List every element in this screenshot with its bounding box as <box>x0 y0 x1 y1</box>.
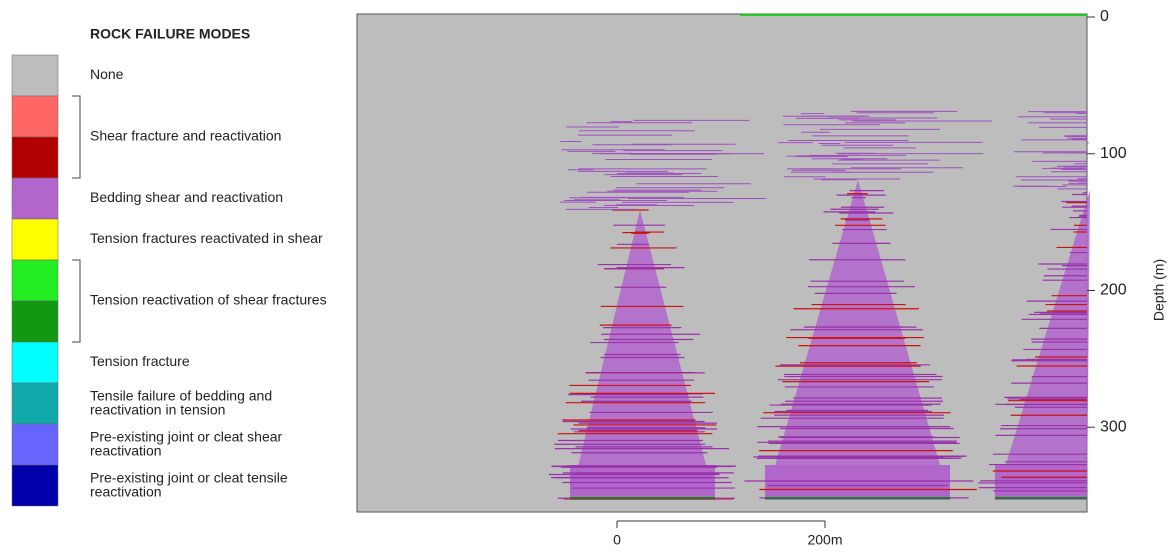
failure-zone <box>995 190 1090 500</box>
scale-label: 0 <box>613 532 621 548</box>
legend-swatch <box>11 136 59 179</box>
y-tick-label: 200 <box>1100 282 1127 299</box>
legend-label: Pre-existing joint or cleat tensile react… <box>90 469 288 499</box>
y-tick-label: 100 <box>1100 145 1127 162</box>
y-tick-label: 0 <box>1100 8 1109 25</box>
legend: None Shear fracture and reactivation Beddi… <box>11 54 327 507</box>
legend-title: ROCK FAILURE MODES <box>90 26 250 42</box>
raster-background <box>356 13 1088 513</box>
legend-bracket <box>72 95 81 179</box>
legend-label: Shear fracture and reactivation <box>90 128 281 144</box>
legend-swatch <box>11 423 59 466</box>
legend-swatch <box>11 464 59 507</box>
legend-swatch <box>11 300 59 343</box>
y-tick-label: 300 <box>1100 418 1127 435</box>
legend-label: Tension fracture <box>90 353 190 369</box>
raster <box>548 14 1090 500</box>
legend-label: Pre-existing joint or cleat shear reactiv… <box>90 428 283 458</box>
depth-axis: 0 100 200 300 <box>1087 8 1127 435</box>
legend-label: Tensile failure of bedding and reactivati… <box>90 387 272 417</box>
legend-swatch <box>11 177 59 220</box>
legend-label: Bedding shear and reactivation <box>90 189 283 205</box>
legend-bracket <box>72 259 81 343</box>
legend-swatch <box>11 259 59 302</box>
legend-swatch <box>11 218 59 261</box>
legend-swatch <box>11 382 59 425</box>
scale-bar: 0 200m <box>613 520 843 548</box>
y-axis-label: Depth (m) <box>1151 259 1167 321</box>
legend-label: None <box>90 66 124 82</box>
legend-swatch <box>11 341 59 384</box>
legend-swatch <box>11 95 59 138</box>
legend-label: Tension fractures reactivated in shear <box>90 230 323 246</box>
legend-label: Tension reactivation of shear fractures <box>90 292 327 308</box>
legend-swatch <box>11 54 59 97</box>
scale-label: 200m <box>807 532 842 548</box>
failure-zone <box>765 180 950 500</box>
failure-base <box>765 465 950 500</box>
